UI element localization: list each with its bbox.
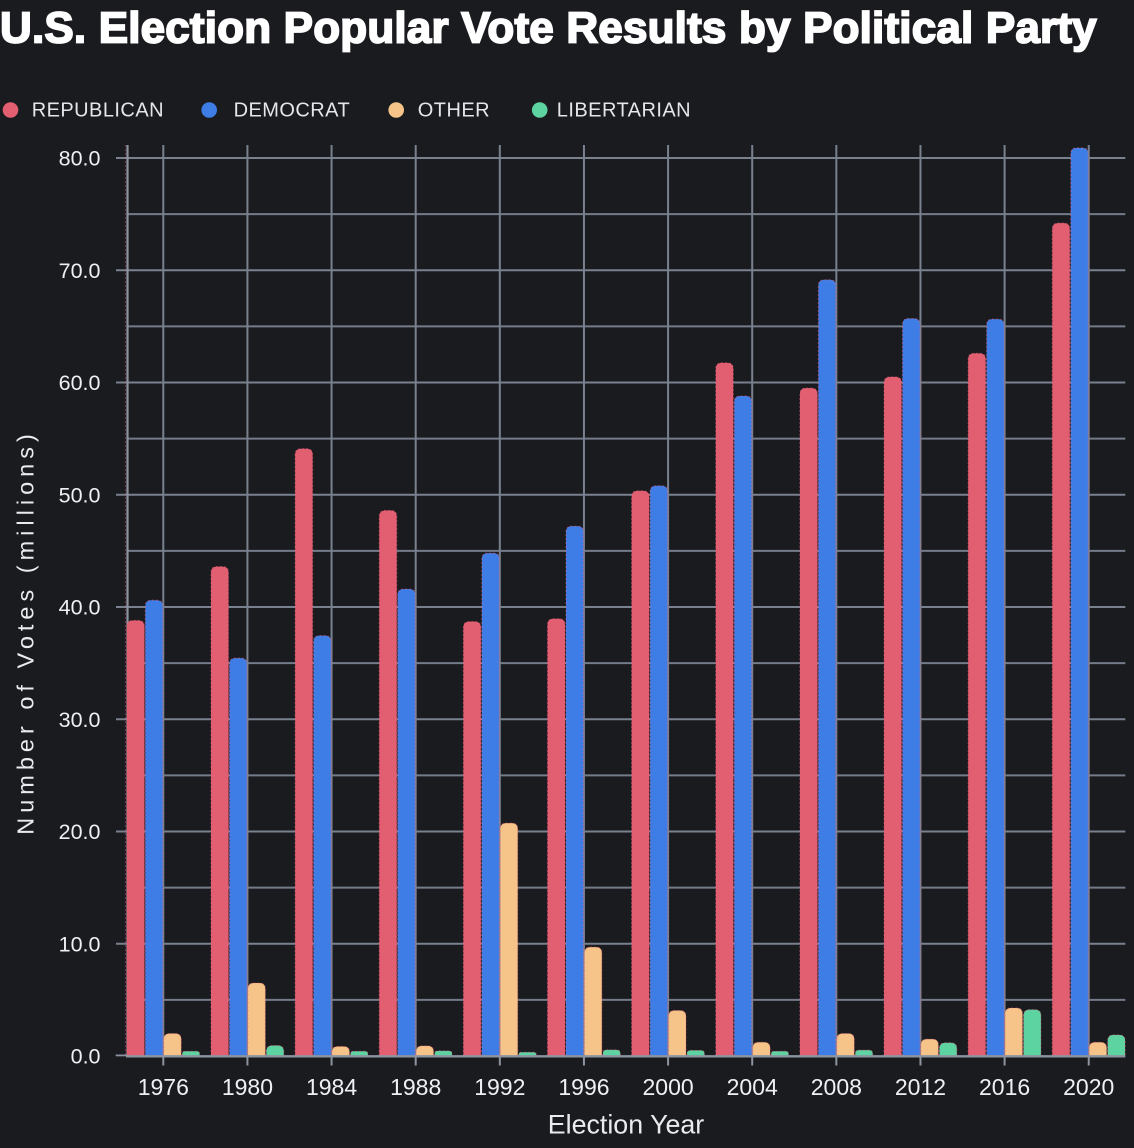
- svg-text:1980: 1980: [222, 1074, 273, 1100]
- svg-text:30.0: 30.0: [59, 708, 101, 732]
- svg-text:0.0: 0.0: [71, 1045, 101, 1069]
- svg-text:2016: 2016: [979, 1074, 1030, 1100]
- svg-text:1976: 1976: [138, 1074, 189, 1100]
- svg-text:OTHER: OTHER: [418, 100, 490, 122]
- svg-text:2000: 2000: [642, 1074, 693, 1100]
- svg-text:50.0: 50.0: [59, 483, 101, 507]
- svg-text:20.0: 20.0: [59, 820, 101, 844]
- svg-text:10.0: 10.0: [59, 932, 101, 956]
- svg-text:LIBERTARIAN: LIBERTARIAN: [557, 100, 691, 122]
- svg-text:2008: 2008: [811, 1074, 862, 1100]
- svg-text:1988: 1988: [390, 1074, 441, 1100]
- svg-text:1992: 1992: [474, 1074, 525, 1100]
- svg-text:2012: 2012: [895, 1074, 946, 1100]
- svg-text:1984: 1984: [306, 1074, 357, 1100]
- svg-text:REPUBLICAN: REPUBLICAN: [32, 100, 164, 122]
- svg-text:Election Year: Election Year: [548, 1110, 705, 1140]
- svg-text:U.S. Election Popular Vote Res: U.S. Election Popular Vote Results by Po…: [0, 4, 1097, 53]
- svg-text:1996: 1996: [558, 1074, 609, 1100]
- svg-text:Number of Votes (millions): Number of Votes (millions): [13, 429, 39, 835]
- svg-text:70.0: 70.0: [59, 259, 101, 283]
- svg-text:40.0: 40.0: [59, 596, 101, 620]
- svg-text:60.0: 60.0: [59, 371, 101, 395]
- svg-text:80.0: 80.0: [59, 147, 101, 171]
- svg-text:DEMOCRAT: DEMOCRAT: [234, 100, 351, 122]
- svg-text:2020: 2020: [1063, 1074, 1114, 1100]
- svg-text:2004: 2004: [727, 1074, 778, 1100]
